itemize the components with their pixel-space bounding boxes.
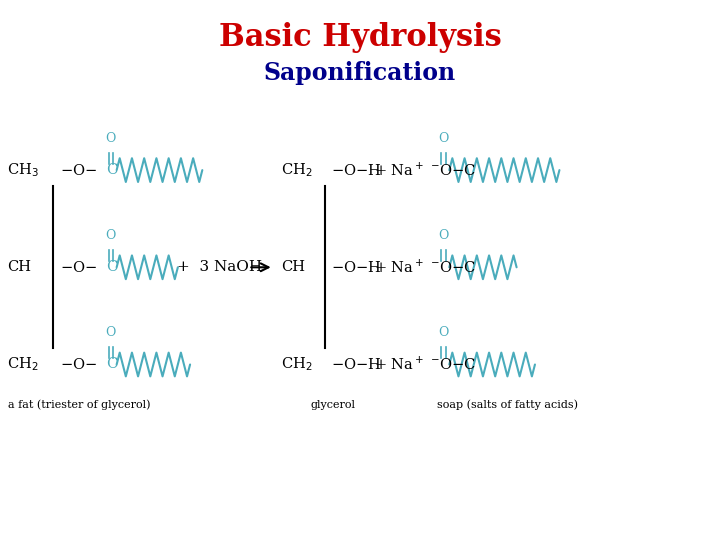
- Text: O: O: [106, 326, 116, 339]
- Text: a fat (triester of glycerol): a fat (triester of glycerol): [8, 400, 150, 410]
- Text: CH$_2$: CH$_2$: [7, 356, 39, 373]
- Text: CH: CH: [7, 260, 31, 274]
- Text: CH$_2$: CH$_2$: [281, 161, 312, 179]
- Text: Saponification: Saponification: [264, 61, 456, 85]
- Text: O: O: [438, 326, 449, 339]
- Text: + Na$^+$ $^{-}$O$-$C: + Na$^+$ $^{-}$O$-$C: [374, 161, 477, 179]
- Text: O: O: [438, 132, 449, 145]
- Text: +  3 NaOH: + 3 NaOH: [177, 260, 262, 274]
- Text: CH: CH: [281, 260, 305, 274]
- Text: O: O: [106, 229, 116, 242]
- Text: soap (salts of fatty acids): soap (salts of fatty acids): [437, 400, 578, 410]
- Text: C: C: [107, 163, 118, 177]
- Text: CH$_2$: CH$_2$: [281, 356, 312, 373]
- Text: $-$O$-$: $-$O$-$: [60, 357, 96, 372]
- Text: $-$O$-$: $-$O$-$: [60, 260, 96, 275]
- Text: CH$_3$: CH$_3$: [7, 161, 39, 179]
- Text: O: O: [438, 229, 449, 242]
- Text: $-$O$-$H: $-$O$-$H: [331, 163, 382, 178]
- Text: $-$O$-$: $-$O$-$: [60, 163, 96, 178]
- Text: Basic Hydrolysis: Basic Hydrolysis: [219, 22, 501, 53]
- Text: $-$O$-$H: $-$O$-$H: [331, 260, 382, 275]
- Text: C: C: [107, 357, 118, 372]
- Text: C: C: [107, 260, 118, 274]
- Text: O: O: [106, 132, 116, 145]
- Text: + Na$^+$ $^{-}$O$-$C: + Na$^+$ $^{-}$O$-$C: [374, 356, 477, 373]
- Text: glycerol: glycerol: [310, 400, 355, 410]
- Text: + Na$^+$ $^{-}$O$-$C: + Na$^+$ $^{-}$O$-$C: [374, 259, 477, 276]
- Text: $-$O$-$H: $-$O$-$H: [331, 357, 382, 372]
